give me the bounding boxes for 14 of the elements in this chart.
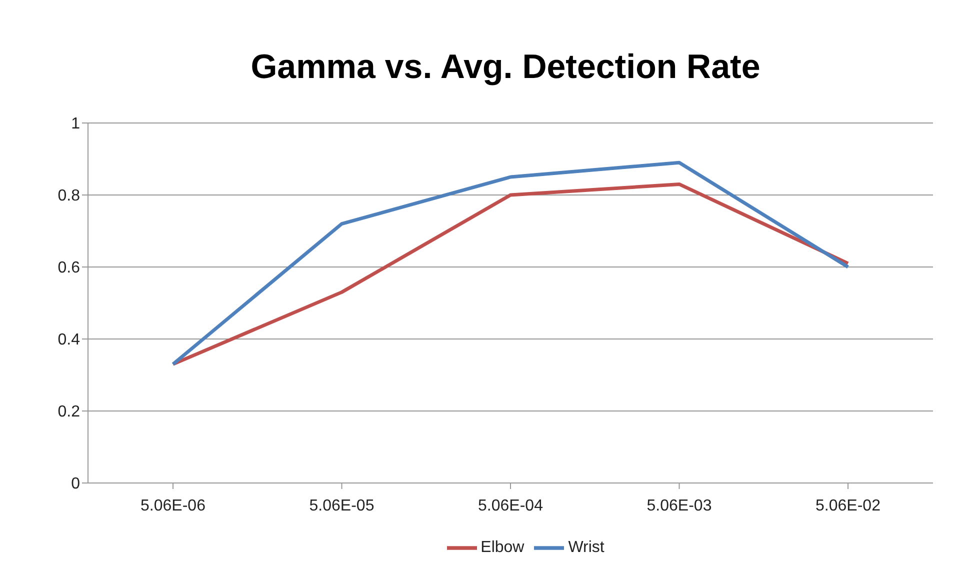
- x-tick-label: 5.06E-05: [309, 497, 374, 514]
- x-tick-label: 5.06E-03: [646, 497, 712, 514]
- y-tick-label: 0: [71, 476, 80, 493]
- legend-label: Wrist: [568, 539, 604, 556]
- y-tick-label: 0.8: [58, 188, 80, 205]
- y-tick-label: 1: [71, 116, 80, 133]
- y-tick-label: 0.2: [58, 404, 80, 421]
- x-tick-label: 5.06E-02: [816, 497, 881, 514]
- legend-label: Elbow: [480, 539, 524, 556]
- chart-title: Gamma vs. Avg. Detection Rate: [250, 47, 762, 88]
- y-tick-label: 0.4: [58, 332, 80, 349]
- y-tick-label: 0.6: [58, 260, 80, 277]
- x-tick-label: 5.06E-04: [478, 497, 544, 514]
- x-tick-label: 5.06E-06: [140, 497, 206, 514]
